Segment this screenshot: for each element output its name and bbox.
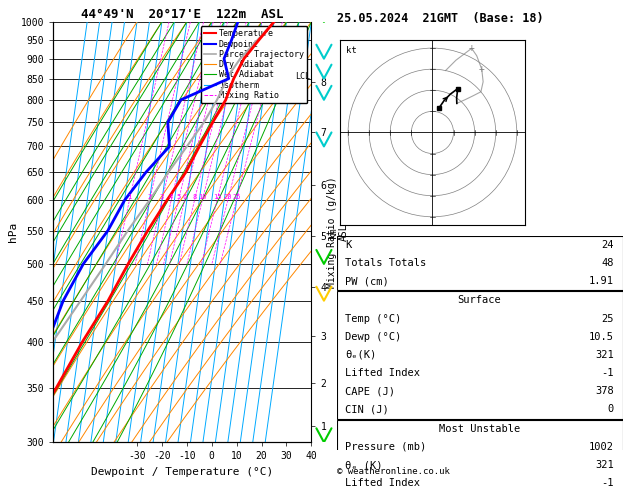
Title: 44°49'N  20°17'E  122m  ASL: 44°49'N 20°17'E 122m ASL — [81, 8, 284, 21]
Text: -1: -1 — [601, 368, 614, 378]
Text: +: + — [469, 43, 475, 53]
Text: 25.05.2024  21GMT  (Base: 18): 25.05.2024 21GMT (Base: 18) — [337, 12, 543, 25]
Text: 4: 4 — [169, 194, 174, 200]
Text: Totals Totals: Totals Totals — [345, 258, 426, 268]
Text: θₑ (K): θₑ (K) — [345, 460, 382, 470]
Text: Dewp (°C): Dewp (°C) — [345, 332, 401, 342]
Text: 5: 5 — [176, 194, 181, 200]
Text: 10: 10 — [198, 194, 206, 200]
Text: 20: 20 — [223, 194, 232, 200]
Text: 10.5: 10.5 — [589, 332, 614, 342]
Text: 378: 378 — [596, 386, 614, 396]
Bar — [337, 291, 623, 418]
Text: Most Unstable: Most Unstable — [439, 424, 520, 434]
Text: Surface: Surface — [458, 295, 501, 305]
Text: +: + — [479, 64, 485, 74]
Text: -1: -1 — [601, 478, 614, 486]
Text: 1002: 1002 — [589, 442, 614, 452]
X-axis label: Dewpoint / Temperature (°C): Dewpoint / Temperature (°C) — [91, 467, 274, 477]
Y-axis label: km
ASL: km ASL — [328, 223, 349, 241]
Text: 6: 6 — [182, 194, 187, 200]
Text: 1: 1 — [127, 194, 131, 200]
Text: 0: 0 — [608, 404, 614, 415]
Text: 8: 8 — [192, 194, 197, 200]
Text: Temp (°C): Temp (°C) — [345, 313, 401, 324]
Text: CIN (J): CIN (J) — [345, 404, 389, 415]
Text: 1.91: 1.91 — [589, 276, 614, 286]
Text: 321: 321 — [596, 350, 614, 360]
Text: θₑ(K): θₑ(K) — [345, 350, 376, 360]
Text: 15: 15 — [213, 194, 221, 200]
Text: 2: 2 — [147, 194, 152, 200]
Bar — [337, 419, 623, 486]
Text: 3: 3 — [160, 194, 164, 200]
Text: 25: 25 — [232, 194, 241, 200]
Legend: Temperature, Dewpoint, Parcel Trajectory, Dry Adiabat, Wet Adiabat, Isotherm, Mi: Temperature, Dewpoint, Parcel Trajectory… — [201, 26, 307, 103]
Text: 24: 24 — [601, 240, 614, 250]
Text: Lifted Index: Lifted Index — [345, 478, 420, 486]
Text: 25: 25 — [601, 313, 614, 324]
Text: 48: 48 — [601, 258, 614, 268]
Text: 321: 321 — [596, 460, 614, 470]
Bar — [337, 236, 623, 290]
Text: Pressure (mb): Pressure (mb) — [345, 442, 426, 452]
Text: kt: kt — [346, 46, 357, 55]
Text: PW (cm): PW (cm) — [345, 276, 389, 286]
Y-axis label: hPa: hPa — [8, 222, 18, 242]
Text: Mixing Ratio (g/kg): Mixing Ratio (g/kg) — [327, 176, 337, 288]
Text: CAPE (J): CAPE (J) — [345, 386, 395, 396]
Text: Lifted Index: Lifted Index — [345, 368, 420, 378]
Text: K: K — [345, 240, 352, 250]
Text: © weatheronline.co.uk: © weatheronline.co.uk — [337, 467, 449, 476]
Text: LCL: LCL — [296, 72, 311, 81]
